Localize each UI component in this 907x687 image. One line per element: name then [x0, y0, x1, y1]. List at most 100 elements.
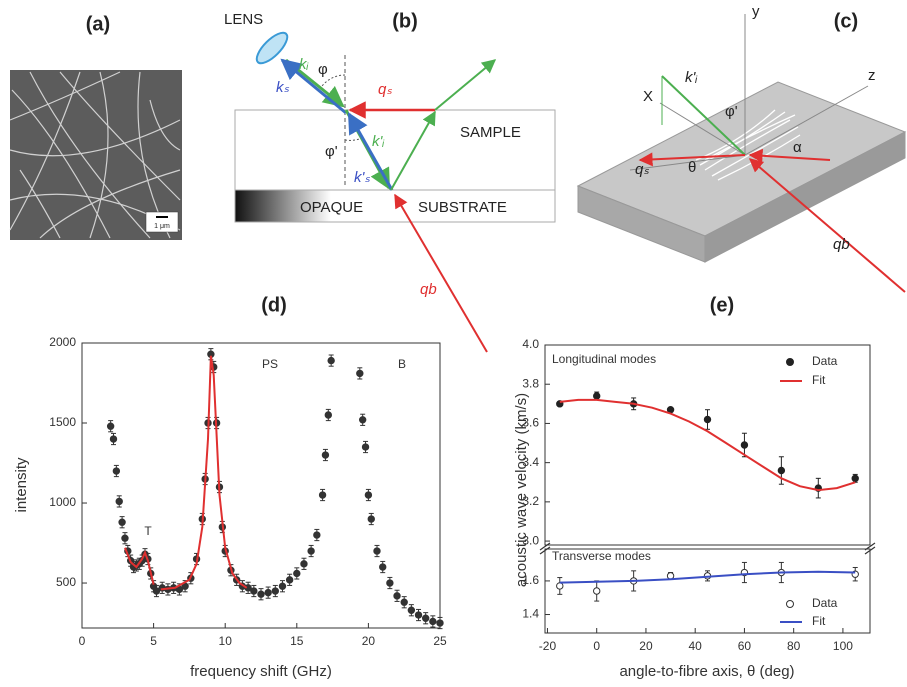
data-point — [374, 548, 380, 554]
x-tick-label: 80 — [787, 639, 801, 653]
data-point — [394, 593, 400, 599]
legend-label: Fit — [812, 373, 826, 387]
panel-label: (c) — [834, 10, 858, 32]
diagram-label: X — [643, 88, 653, 105]
data-point — [368, 516, 374, 522]
data-point — [279, 583, 285, 589]
scale-bar-label: 1 μm — [154, 223, 170, 230]
data-point — [265, 589, 271, 595]
data-point — [778, 467, 784, 473]
diagram-label: qb — [833, 236, 850, 253]
diagram-label: α — [793, 139, 802, 156]
diagram-label: qₛ — [378, 81, 392, 98]
x-tick-label: 0 — [593, 639, 600, 653]
y-tick-label: 4.0 — [522, 337, 539, 351]
data-point — [319, 492, 325, 498]
diagram-label: φ' — [725, 103, 738, 120]
data-point — [437, 620, 443, 626]
data-point — [122, 535, 128, 541]
diagram-label: φ — [318, 61, 328, 78]
data-point — [328, 357, 334, 363]
x-tick-label: 40 — [689, 639, 703, 653]
x-tick-label: 10 — [219, 634, 233, 648]
panel-label: (a) — [86, 13, 110, 35]
x-axis-label: frequency shift (GHz) — [190, 663, 332, 680]
diagram-label: kₛ — [276, 79, 290, 96]
annotation: T — [144, 524, 152, 538]
x-tick-label: 25 — [433, 634, 447, 648]
data-point — [362, 444, 368, 450]
data-point — [107, 423, 113, 429]
y-axis-label: acoustic wave velocity (km/s) — [513, 393, 530, 587]
legend-label: Data — [812, 354, 838, 368]
diagram-label: φ' — [325, 143, 338, 160]
legend-label: Fit — [812, 614, 826, 628]
fit-line — [125, 356, 247, 590]
diagram-label: SUBSTRATE — [418, 199, 507, 216]
data-point — [594, 393, 600, 399]
x-tick-label: 15 — [290, 634, 304, 648]
x-tick-label: 20 — [639, 639, 653, 653]
y-tick-label: 1500 — [49, 415, 76, 429]
data-point — [119, 519, 125, 525]
y-tick-label: 2000 — [49, 335, 76, 349]
diagram-label: qₛ — [635, 161, 649, 178]
data-point — [258, 591, 264, 597]
data-point — [113, 468, 119, 474]
data-point — [415, 612, 421, 618]
diagram-label: k'ᵢ — [372, 133, 385, 150]
annotation: Transverse modes — [552, 549, 651, 563]
data-point — [286, 577, 292, 583]
data-point — [852, 475, 858, 481]
diagram-label: k'ᵢ — [685, 69, 698, 86]
diagram-label: LENS — [224, 11, 263, 28]
y-tick-label: 500 — [56, 575, 76, 589]
data-point — [301, 561, 307, 567]
data-point — [430, 618, 436, 624]
y-tick-label: 1000 — [49, 495, 76, 509]
panel-label: (e) — [710, 294, 734, 316]
data-point — [325, 412, 331, 418]
x-tick-label: 5 — [150, 634, 157, 648]
diagram-label: z — [868, 67, 876, 84]
data-point — [387, 580, 393, 586]
data-point — [359, 417, 365, 423]
diagram-label: SAMPLE — [460, 124, 521, 141]
data-point — [741, 442, 747, 448]
annotation: PS — [262, 357, 278, 371]
y-axis-label: intensity — [13, 457, 30, 513]
data-point — [365, 492, 371, 498]
data-point — [408, 607, 414, 613]
legend-marker — [787, 601, 794, 608]
data-point — [401, 599, 407, 605]
data-point — [594, 588, 600, 594]
diagram-label: θ — [688, 159, 696, 176]
x-tick-label: -20 — [539, 639, 557, 653]
data-point — [704, 416, 710, 422]
x-axis-label: angle-to-fibre axis, θ (deg) — [619, 663, 794, 680]
data-point — [294, 570, 300, 576]
figure: (a) (b) (c) (d) (e) 1 μm LENS kᵢ kₛ — [0, 0, 907, 687]
annotation: B — [398, 357, 406, 371]
y-tick-label: 3.8 — [522, 376, 539, 390]
sem-image: 1 μm — [10, 70, 182, 240]
data-point — [314, 532, 320, 538]
diagram-label: qb — [420, 281, 437, 298]
annotation: Longitudinal modes — [552, 352, 656, 366]
data-point — [380, 564, 386, 570]
data-point — [272, 588, 278, 594]
legend-marker — [787, 359, 794, 366]
diagram-label: k'ₛ — [354, 169, 370, 186]
data-point — [422, 615, 428, 621]
plot-frame — [82, 343, 440, 628]
legend-label: Data — [812, 596, 838, 610]
data-point — [251, 588, 257, 594]
data-point — [557, 583, 563, 589]
panel-label: (d) — [261, 294, 287, 316]
diagram-label: y — [752, 3, 760, 20]
data-point — [357, 370, 363, 376]
data-point — [322, 452, 328, 458]
x-tick-label: 100 — [833, 639, 853, 653]
x-tick-label: 60 — [738, 639, 752, 653]
y-tick-label: 1.4 — [522, 607, 539, 621]
